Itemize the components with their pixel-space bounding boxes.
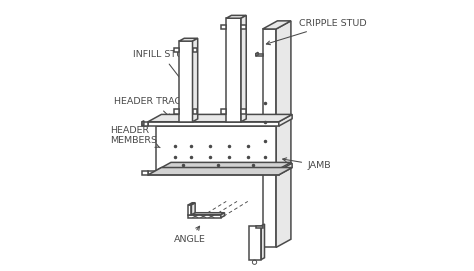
Polygon shape [148, 170, 279, 175]
Polygon shape [256, 54, 263, 56]
Polygon shape [221, 213, 225, 218]
Polygon shape [261, 224, 264, 260]
Polygon shape [276, 21, 291, 247]
Text: INFILL STUD: INFILL STUD [133, 50, 191, 82]
Polygon shape [279, 163, 292, 175]
Polygon shape [263, 21, 291, 29]
Polygon shape [156, 118, 291, 126]
Polygon shape [221, 25, 226, 29]
Polygon shape [156, 126, 276, 170]
Polygon shape [142, 122, 148, 126]
Polygon shape [249, 226, 261, 260]
Polygon shape [148, 114, 292, 122]
Text: ANGLE: ANGLE [173, 226, 206, 244]
Polygon shape [174, 109, 179, 114]
Polygon shape [191, 203, 195, 215]
Polygon shape [226, 18, 241, 122]
Polygon shape [221, 109, 226, 114]
Polygon shape [189, 215, 221, 218]
Polygon shape [279, 114, 292, 126]
Polygon shape [179, 38, 198, 41]
Polygon shape [142, 121, 144, 126]
Polygon shape [189, 213, 225, 215]
Polygon shape [226, 15, 246, 18]
Polygon shape [241, 25, 246, 29]
Polygon shape [189, 203, 195, 205]
Polygon shape [241, 15, 246, 122]
Text: HEADER TRACKS: HEADER TRACKS [114, 97, 193, 118]
Polygon shape [156, 162, 291, 170]
Polygon shape [192, 38, 198, 122]
Polygon shape [256, 52, 258, 56]
Polygon shape [192, 48, 197, 52]
Polygon shape [142, 170, 148, 175]
Polygon shape [263, 29, 276, 247]
Polygon shape [192, 109, 197, 114]
Text: JAMB: JAMB [283, 158, 331, 170]
Text: HEADER
MEMBERS: HEADER MEMBERS [110, 126, 160, 148]
Polygon shape [179, 41, 192, 122]
Text: CRIPPLE STUD: CRIPPLE STUD [266, 19, 366, 45]
Polygon shape [174, 48, 179, 52]
Polygon shape [256, 226, 263, 228]
Polygon shape [189, 205, 191, 215]
Polygon shape [241, 109, 246, 114]
Polygon shape [148, 122, 279, 126]
Polygon shape [148, 167, 292, 175]
